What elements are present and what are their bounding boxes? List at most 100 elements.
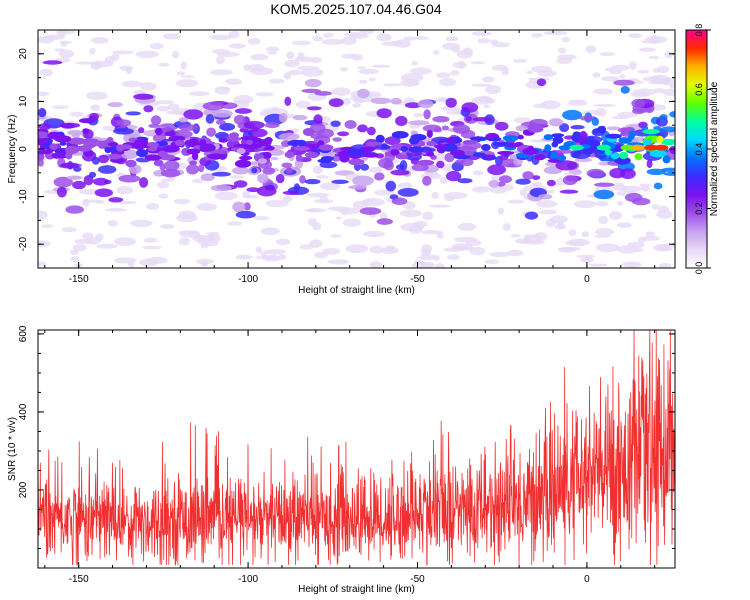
spectral-blob	[61, 227, 77, 233]
spectral-blob	[89, 47, 96, 55]
spectral-blob	[645, 231, 656, 238]
spectral-blob	[368, 166, 383, 174]
spectral-blob	[233, 99, 250, 109]
spectral-blob	[546, 179, 556, 187]
spectral-blob	[658, 263, 672, 268]
spectral-blob	[472, 117, 493, 122]
spectral-blob	[312, 165, 324, 175]
spectral-blob	[616, 222, 632, 229]
colorbar-label: Normalized spectral amplitude	[709, 81, 720, 216]
spectral-blob	[499, 154, 509, 161]
spectral-blob	[653, 244, 671, 252]
spectral-blob	[399, 209, 422, 218]
spectral-blob	[598, 161, 611, 166]
spectral-blob	[265, 122, 280, 129]
spectral-blob	[534, 154, 546, 161]
spectral-blob	[395, 115, 408, 127]
spectral-blob	[98, 165, 117, 174]
spectral-blob	[234, 159, 252, 168]
spectral-blob	[67, 129, 84, 136]
spectral-blob	[400, 145, 409, 152]
spectral-blob	[385, 180, 397, 192]
spectral-blob	[275, 173, 285, 184]
spectral-blob	[426, 141, 437, 146]
spectral-blob	[157, 150, 168, 158]
spectral-blob	[447, 137, 455, 143]
spectral-blob	[258, 158, 267, 165]
spectral-blob	[327, 259, 350, 265]
spectral-blob	[483, 104, 490, 109]
spectral-blob	[47, 131, 62, 140]
spectral-blob	[52, 105, 69, 110]
spectral-blob	[376, 108, 392, 119]
spectral-blob	[659, 114, 668, 121]
spectral-blob	[419, 254, 436, 261]
spectral-blob	[530, 65, 553, 74]
spectral-blob	[515, 238, 532, 244]
spectral-blob	[376, 218, 393, 225]
spectral-blob	[617, 200, 624, 206]
spectral-blob	[357, 66, 366, 70]
colorbar-tick-label: 0.8	[694, 24, 704, 37]
spectral-blob	[442, 42, 460, 50]
spectral-blob	[327, 206, 350, 212]
y-tick-label: -20	[18, 237, 29, 252]
spectral-blob	[531, 175, 541, 181]
spectral-blob	[278, 132, 300, 141]
spectral-blob	[631, 98, 646, 108]
spectral-blob	[250, 53, 269, 61]
spectral-blob	[284, 59, 300, 68]
spectral-blob	[211, 171, 231, 177]
spectral-blob	[368, 77, 376, 82]
spectral-blob	[393, 39, 412, 48]
spectral-blob	[620, 86, 630, 94]
spectral-blob	[445, 171, 462, 182]
spectral-blob	[633, 88, 657, 96]
spectral-blob	[410, 157, 420, 165]
spectral-blob	[178, 117, 189, 123]
spectral-blob	[656, 65, 670, 74]
spectral-blob	[432, 116, 450, 123]
spectral-blob	[196, 203, 218, 211]
spectral-blob	[330, 120, 341, 127]
spectral-blob	[574, 157, 593, 163]
snr-panel: -150 -100 -50 0 200 400 600 Height of straight …	[7, 325, 676, 595]
spectral-blob	[301, 88, 322, 93]
spectral-blob	[38, 123, 51, 131]
spectral-blob	[89, 113, 99, 121]
spectral-blob	[299, 175, 306, 184]
spectral-blob	[156, 181, 170, 189]
spectral-blob	[637, 236, 647, 243]
spectral-blob	[425, 151, 435, 157]
spectral-blob	[362, 230, 385, 238]
spectral-blob	[211, 109, 233, 118]
spectral-blob	[232, 166, 250, 175]
spectral-blob	[527, 125, 544, 133]
spectral-blob	[371, 64, 391, 68]
spectral-blob	[180, 75, 195, 78]
spectral-blob	[249, 67, 274, 75]
spectral-blob	[429, 204, 451, 208]
spectral-blob	[465, 116, 472, 122]
spectral-blob	[120, 149, 138, 160]
spectral-blob	[119, 65, 134, 71]
spectral-blob	[113, 128, 134, 135]
spectral-blob	[38, 261, 47, 267]
spectral-blob	[414, 36, 430, 41]
spectral-blob	[90, 104, 100, 111]
spectral-blob	[641, 40, 657, 44]
spectral-blob	[558, 47, 566, 54]
y-tick-label: 20	[18, 48, 29, 60]
spectral-blob	[598, 215, 609, 225]
spectral-blob	[573, 200, 597, 209]
spectral-blob	[605, 133, 622, 139]
spectral-blob	[59, 141, 67, 146]
spectral-blob	[42, 60, 63, 65]
spectral-blob	[196, 258, 214, 265]
spectral-blob	[278, 112, 288, 123]
spectral-blob	[370, 97, 392, 105]
spectral-blob	[53, 176, 73, 188]
spectral-blob	[351, 54, 364, 61]
spectral-blob	[451, 161, 464, 172]
spectral-blob	[287, 140, 303, 147]
